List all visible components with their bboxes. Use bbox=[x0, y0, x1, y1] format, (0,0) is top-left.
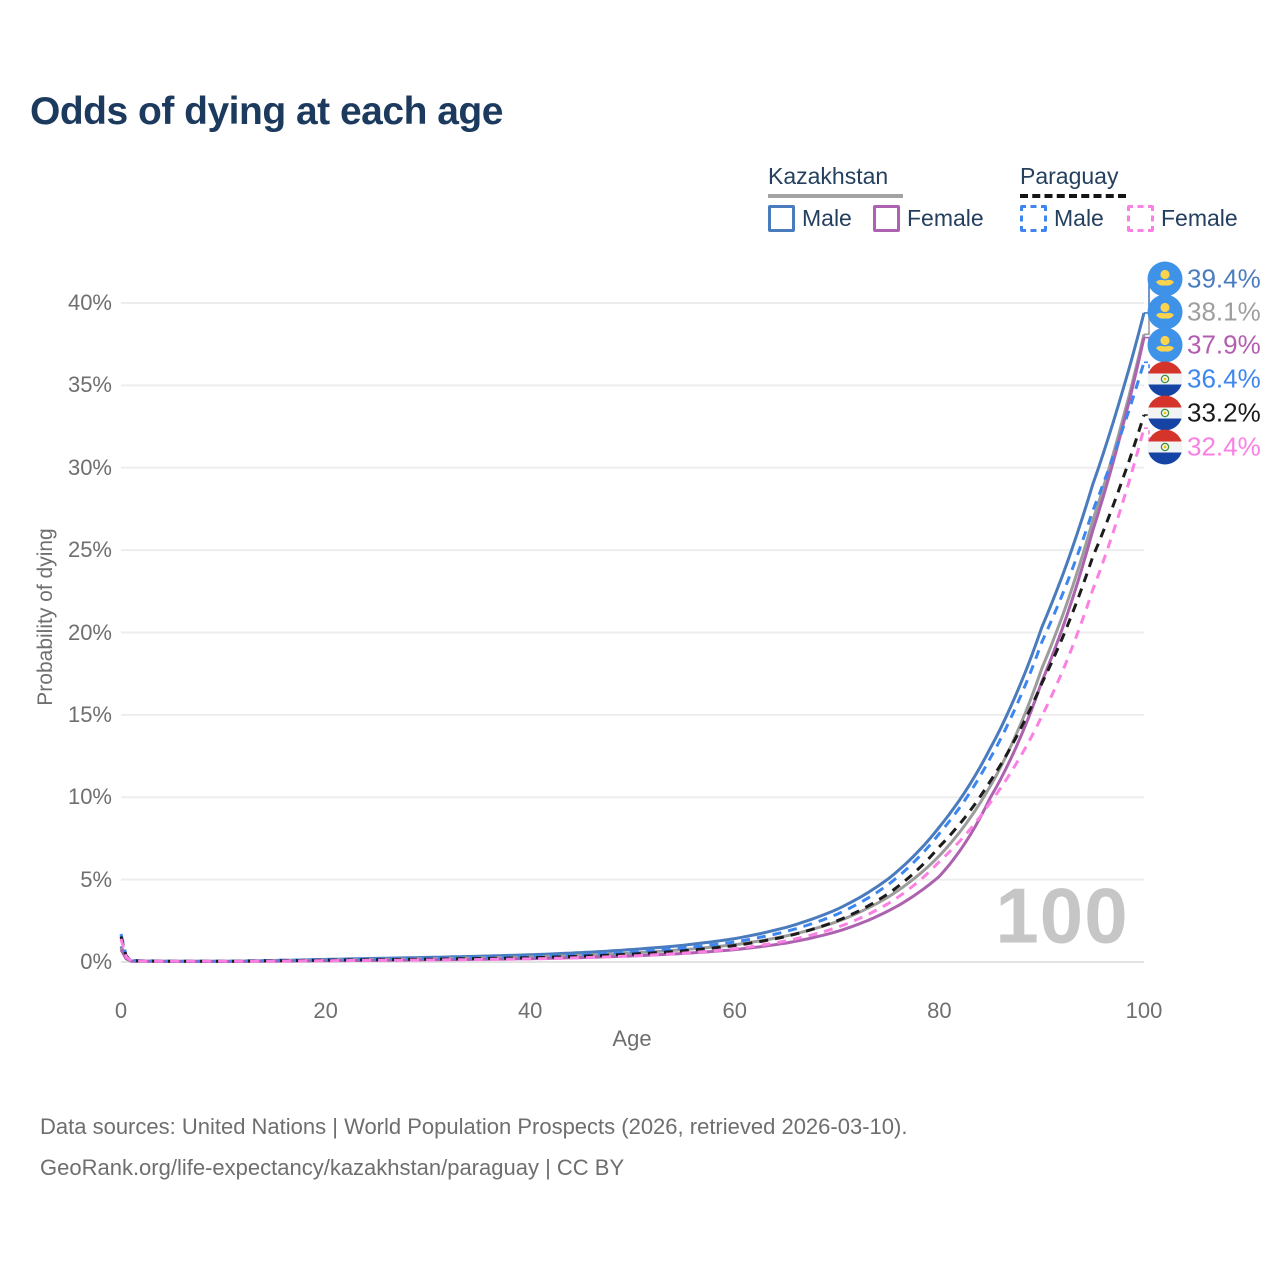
flag-kz-icon bbox=[1147, 261, 1183, 297]
flag-kz-icon bbox=[1147, 327, 1183, 363]
y-tick-label-20: 20% bbox=[67, 619, 112, 645]
end-value-py-male: 36.4% bbox=[1187, 363, 1261, 394]
end-value-kz-male: 39.4% bbox=[1187, 263, 1261, 294]
flag-py-icon bbox=[1147, 395, 1183, 431]
line-kz-male[interactable] bbox=[119, 312, 1146, 963]
y-tick-label-30: 30% bbox=[67, 454, 112, 480]
page-title: Odds of dying at each age bbox=[30, 90, 503, 133]
legend-swatch-paraguay-female-icon bbox=[1127, 205, 1154, 232]
legend-item-kazakhstan-female[interactable]: Female bbox=[873, 205, 984, 232]
line-kz-both[interactable] bbox=[119, 333, 1146, 963]
x-tick-label-100: 100 bbox=[1125, 998, 1163, 1023]
y-tick-label-0: 0% bbox=[80, 949, 112, 974]
y-tick-label-15: 15% bbox=[67, 701, 112, 727]
legend-underline-kazakhstan bbox=[768, 194, 903, 198]
x-tick-label-40: 40 bbox=[517, 998, 543, 1023]
line-py-both[interactable] bbox=[119, 414, 1146, 963]
legend-item-paraguay-male[interactable]: Male bbox=[1020, 205, 1104, 232]
x-axis-title: Age bbox=[612, 1026, 652, 1051]
end-value-py-both: 33.2% bbox=[1187, 397, 1261, 428]
legend-item-paraguay-female[interactable]: Female bbox=[1127, 205, 1238, 232]
y-tick-label-35: 35% bbox=[67, 372, 112, 398]
legend-item-label: Male bbox=[1054, 205, 1104, 231]
legend-swatch-kazakhstan-male-icon bbox=[768, 205, 795, 232]
line-kz-female[interactable] bbox=[119, 337, 1146, 963]
y-tick-label-10: 10% bbox=[67, 784, 112, 810]
end-value-kz-female: 37.9% bbox=[1187, 329, 1261, 360]
x-tick-label-80: 80 bbox=[927, 998, 952, 1023]
line-py-female[interactable] bbox=[119, 427, 1146, 963]
end-value-kz-both: 38.1% bbox=[1187, 296, 1261, 327]
legend-item-label: Male bbox=[802, 205, 852, 231]
flag-kz-icon bbox=[1147, 294, 1183, 330]
legend-item-kazakhstan-male[interactable]: Male bbox=[768, 205, 852, 232]
x-tick-label-60: 60 bbox=[722, 998, 748, 1023]
x-tick-label-0: 0 bbox=[114, 998, 128, 1023]
y-tick-label-25: 25% bbox=[67, 537, 112, 563]
legend-group-paraguay[interactable]: Paraguay bbox=[1020, 163, 1119, 189]
x-tick-label-20: 20 bbox=[313, 998, 338, 1023]
end-value-py-female: 32.4% bbox=[1187, 431, 1261, 462]
y-tick-label-40: 40% bbox=[67, 290, 112, 315]
legend-swatch-paraguay-male-icon bbox=[1020, 205, 1047, 232]
footer-datasource: Data sources: United Nations | World Pop… bbox=[40, 1114, 908, 1139]
line-py-male[interactable] bbox=[119, 361, 1146, 963]
y-tick-label-5: 5% bbox=[80, 866, 112, 892]
legend-swatch-kazakhstan-female-icon bbox=[873, 205, 900, 232]
flag-py-icon bbox=[1147, 429, 1183, 465]
legend-underline-paraguay bbox=[1020, 194, 1126, 198]
legend-item-label: Female bbox=[907, 205, 984, 231]
watermark-age-100: 100 bbox=[995, 871, 1129, 960]
flag-py-icon bbox=[1147, 361, 1183, 397]
footer: Data sources: United Nations | World Pop… bbox=[40, 1106, 907, 1188]
legend-item-label: Female bbox=[1161, 205, 1238, 231]
footer-attribution: GeoRank.org/life-expectancy/kazakhstan/p… bbox=[40, 1155, 625, 1180]
legend-group-kazakhstan[interactable]: Kazakhstan bbox=[768, 163, 889, 189]
